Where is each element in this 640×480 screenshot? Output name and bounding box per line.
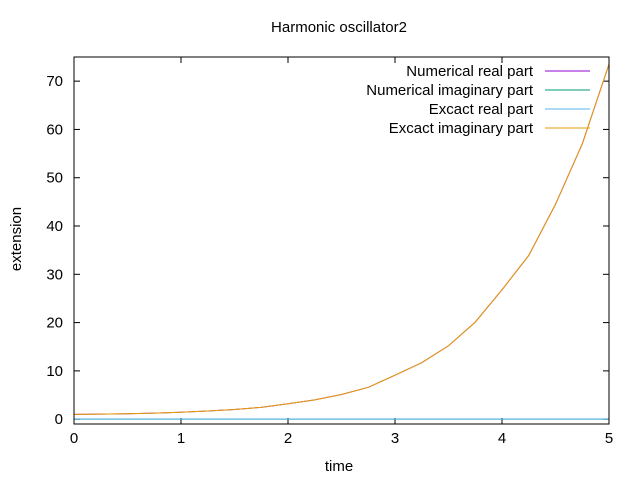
legend: Numerical real part Numerical imaginary p… — [366, 63, 590, 137]
y-tick-label: 60 — [46, 121, 63, 138]
chart-title: Harmonic oscillator2 — [271, 19, 407, 36]
legend-label: Excact real part — [429, 101, 534, 118]
y-tick-label: 50 — [46, 170, 63, 187]
exact-imaginary-line — [73, 64, 610, 415]
x-axis-title: time — [325, 458, 353, 475]
y-tick-label: 20 — [46, 315, 63, 332]
y-tick-label: 10 — [46, 363, 63, 380]
y-tick-label: 0 — [55, 411, 63, 428]
series-layer — [73, 64, 610, 420]
x-tick-label: 2 — [284, 430, 292, 447]
x-tick-label: 5 — [605, 430, 613, 447]
x-tick-label: 4 — [498, 430, 506, 447]
x-tick-label: 1 — [177, 430, 185, 447]
y-axis-title: extension — [8, 207, 25, 271]
plot-frame — [73, 56, 610, 425]
y-tick-label: 70 — [46, 73, 63, 90]
legend-label: Numerical imaginary part — [366, 82, 534, 99]
y-tick-label: 30 — [46, 266, 63, 283]
legend-label: Numerical real part — [406, 63, 534, 80]
legend-label: Excact imaginary part — [389, 120, 534, 137]
x-tick-label: 3 — [391, 430, 399, 447]
y-tick-label: 40 — [46, 218, 63, 235]
x-tick-label: 0 — [70, 430, 78, 447]
